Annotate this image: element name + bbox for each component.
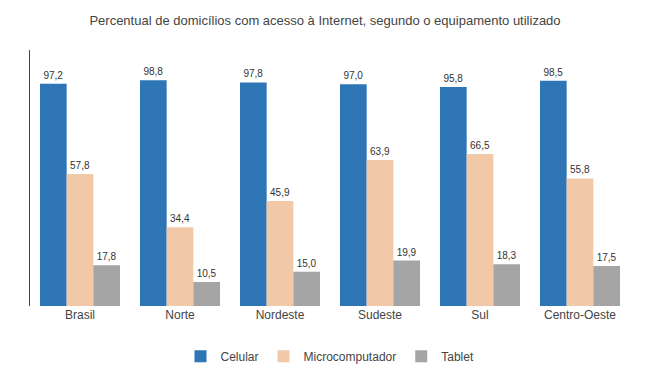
svg-text:18,3: 18,3 — [497, 250, 517, 261]
svg-text:Norte: Norte — [165, 308, 195, 322]
svg-text:Sudeste: Sudeste — [358, 308, 402, 322]
svg-text:17,5: 17,5 — [597, 252, 617, 263]
svg-text:Nordeste: Nordeste — [256, 308, 305, 322]
svg-text:66,5: 66,5 — [470, 140, 490, 151]
svg-text:95,8: 95,8 — [443, 73, 463, 84]
svg-text:Celular: Celular — [221, 350, 259, 364]
svg-text:Tablet: Tablet — [441, 350, 474, 364]
svg-text:97,0: 97,0 — [343, 70, 363, 81]
svg-text:19,9: 19,9 — [397, 247, 417, 258]
svg-text:55,8: 55,8 — [570, 164, 590, 175]
svg-text:10,5: 10,5 — [197, 268, 217, 279]
svg-text:97,8: 97,8 — [243, 68, 263, 79]
svg-text:34,4: 34,4 — [170, 213, 190, 224]
svg-text:Sul: Sul — [471, 308, 488, 322]
svg-text:98,8: 98,8 — [143, 66, 163, 77]
svg-text:98,5: 98,5 — [543, 67, 563, 78]
svg-text:Centro-Oeste: Centro-Oeste — [544, 308, 616, 322]
svg-text:97,2: 97,2 — [43, 70, 63, 81]
svg-text:17,8: 17,8 — [97, 251, 117, 262]
svg-text:45,9: 45,9 — [270, 187, 290, 198]
svg-text:63,9: 63,9 — [370, 146, 390, 157]
svg-text:57,8: 57,8 — [70, 160, 90, 171]
svg-text:15,0: 15,0 — [297, 258, 317, 269]
svg-text:Percentual de domicílios com a: Percentual de domicílios com acesso à In… — [89, 13, 560, 28]
svg-text:Brasil: Brasil — [65, 308, 95, 322]
svg-text:Microcomputador: Microcomputador — [304, 350, 397, 364]
